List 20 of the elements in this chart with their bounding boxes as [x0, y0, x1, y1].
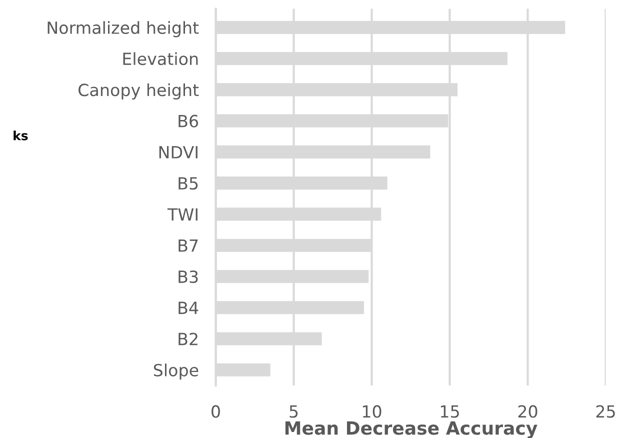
text: ks — [14, 130, 28, 140]
x-tick-label: 5 — [290, 405, 298, 418]
x-tick-label: 10 — [362, 405, 382, 418]
y-tick-label: B7 — [178, 240, 198, 252]
x-axis-title: Mean Decrease Accuracy — [285, 421, 538, 438]
x-tick-label: 15 — [440, 405, 459, 418]
x-tick-label: 25 — [596, 405, 615, 418]
y-tick-label: Normalized height — [48, 21, 199, 38]
y-tick-label: NDVI — [159, 146, 198, 158]
y-tick-label: TWI — [167, 208, 198, 221]
y-tick-label: Canopy height — [78, 83, 199, 100]
y-tick-label: Elevation — [123, 52, 198, 66]
y-tick-label: B6 — [178, 114, 198, 128]
y-tick-label: Slope — [154, 364, 198, 380]
y-tick-label: B4 — [178, 302, 198, 314]
x-tick-label: 0 — [212, 405, 220, 418]
x-tick-label: 20 — [518, 405, 538, 418]
y-tick-label: B5 — [178, 177, 198, 190]
y-tick-label: B3 — [178, 270, 198, 284]
y-tick-label: B2 — [178, 332, 198, 346]
